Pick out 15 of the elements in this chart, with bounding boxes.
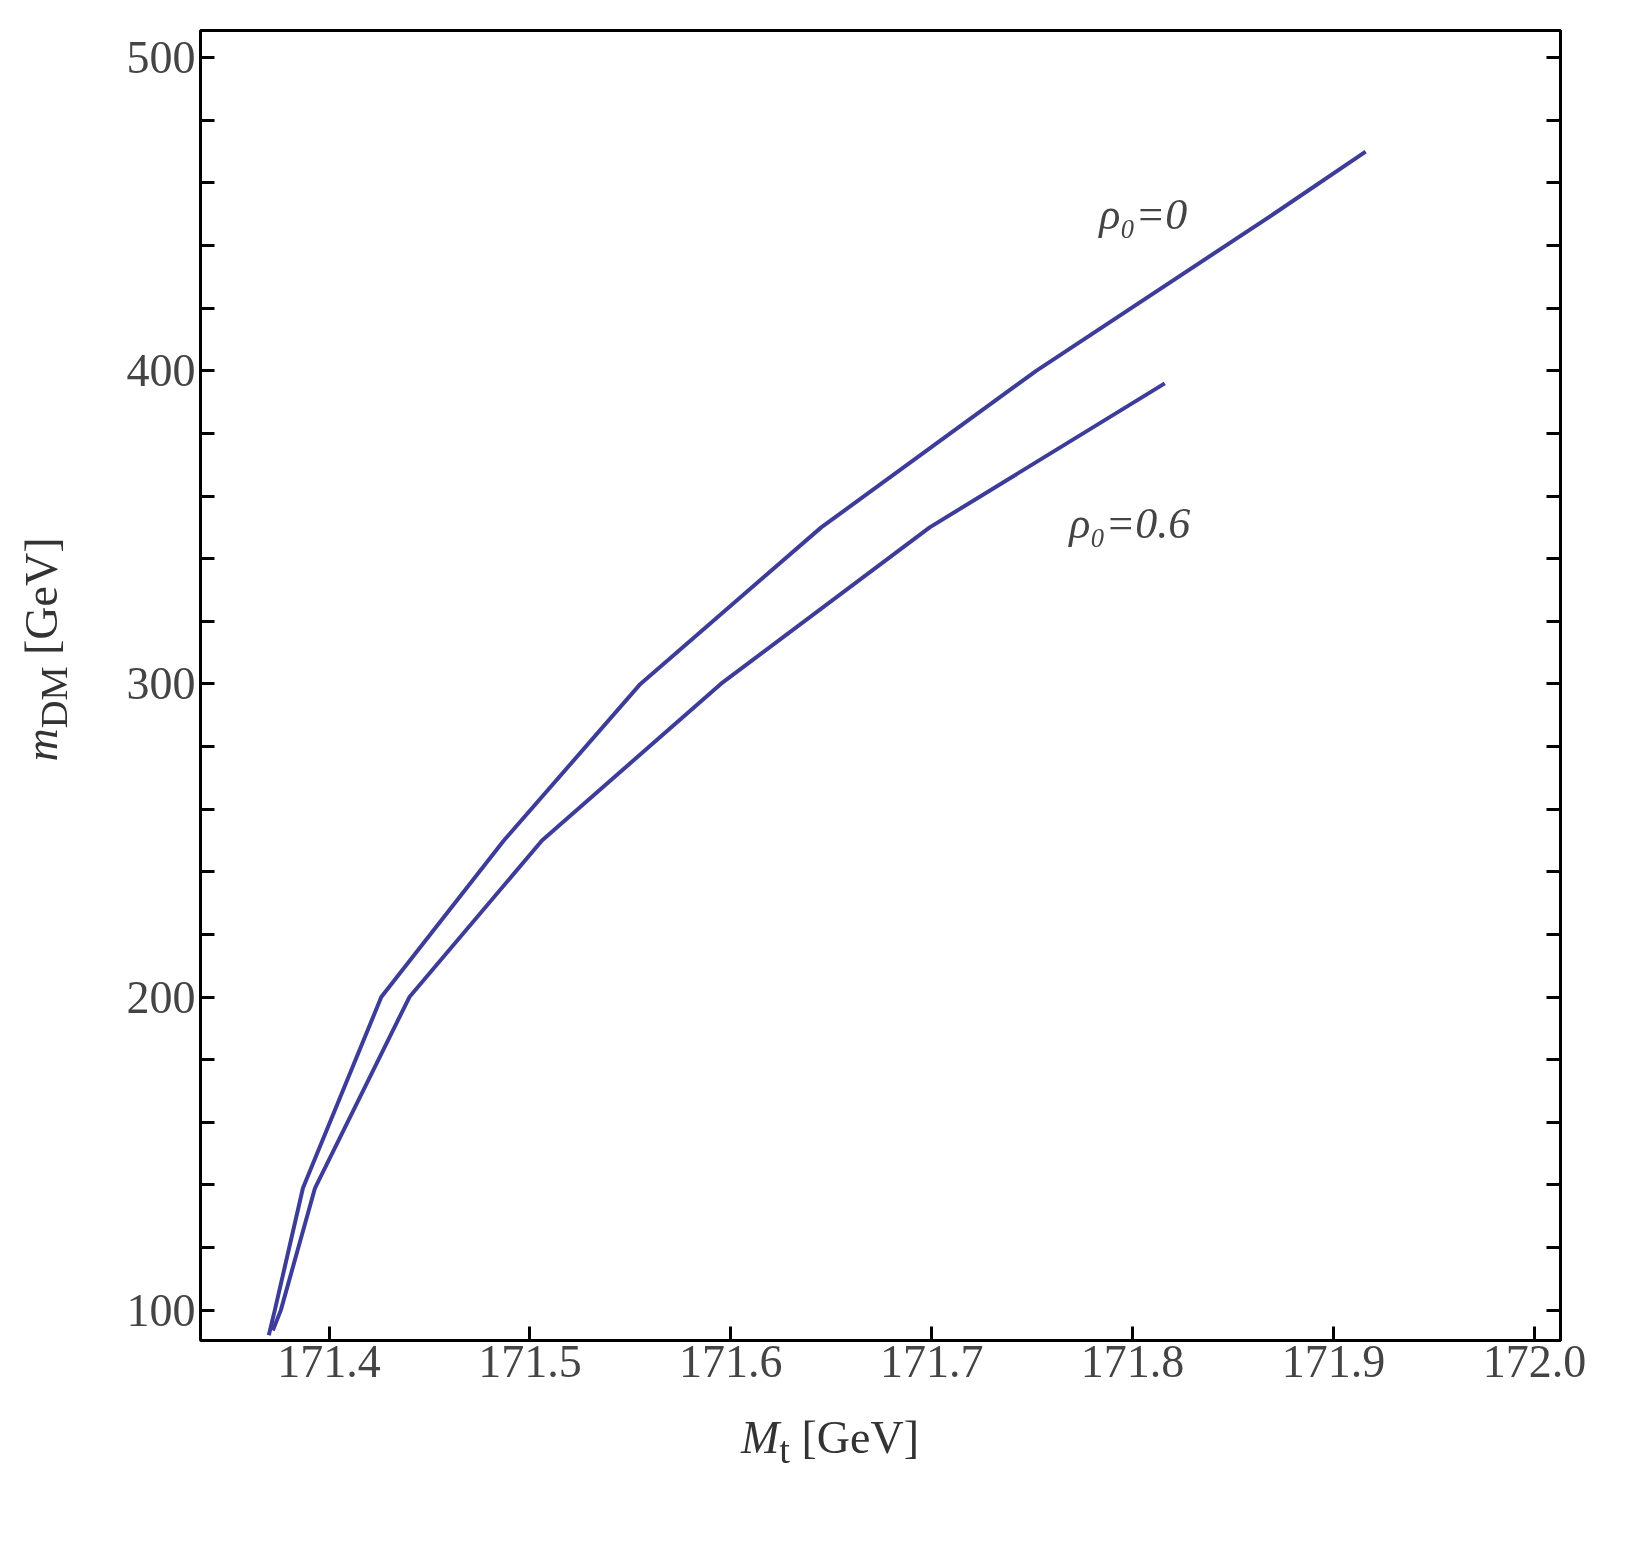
annotation: ρ₀=0.6 <box>1067 498 1191 548</box>
y-tick-label: 300 <box>126 658 196 710</box>
x-tick-label: 171.4 <box>277 1335 381 1387</box>
x-tick-label: 171.7 <box>879 1335 984 1387</box>
x-tick-label: 171.5 <box>478 1335 582 1387</box>
y-tick-label: 100 <box>126 1284 196 1336</box>
y-tick-label: 200 <box>126 971 196 1023</box>
y-tick-label: 500 <box>126 32 196 84</box>
y-tick-label: 400 <box>126 345 196 397</box>
x-tick-label: 171.9 <box>1281 1335 1386 1387</box>
x-tick-label: 171.6 <box>679 1335 783 1387</box>
annotation: ρ₀=0 <box>1097 189 1188 239</box>
x-tick-label: 171.8 <box>1080 1335 1185 1387</box>
x-axis-title: M$_{t}$ [GeV] <box>739 1411 920 1474</box>
x-tick-label: 172.0 <box>1482 1335 1587 1387</box>
